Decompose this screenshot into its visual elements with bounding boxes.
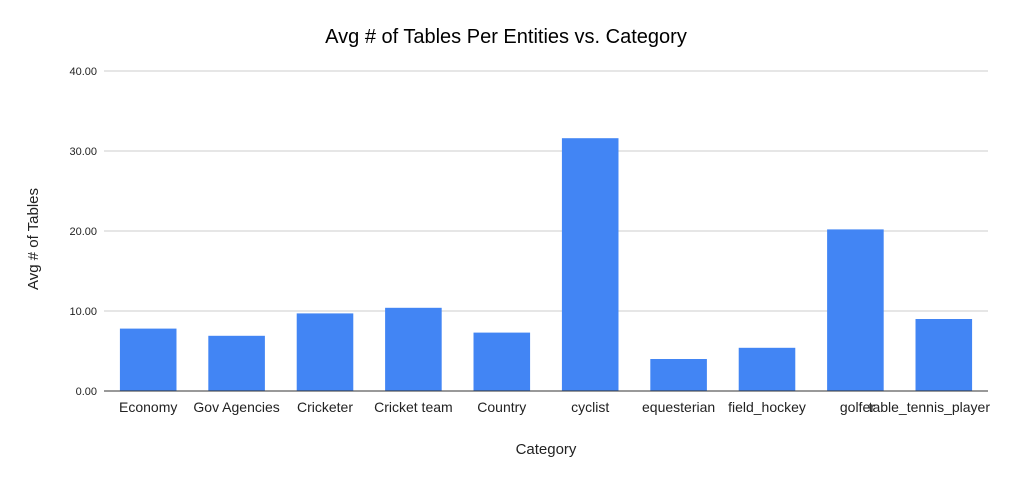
bar-field-hockey: [738, 347, 796, 391]
x-tick-label: Country: [477, 399, 526, 415]
bar-country: [473, 332, 531, 391]
y-tick-label: 10.00: [69, 306, 97, 318]
bar-cricketer: [296, 313, 354, 391]
bar-cyclist: [561, 138, 619, 391]
bar-golfer: [827, 229, 884, 391]
bar-table-tennis-player: [915, 319, 973, 391]
y-tick-label: 20.00: [69, 226, 97, 238]
y-tick-label: 40.00: [69, 66, 97, 78]
y-axis-ticks: 0.00 10.00 20.00 30.00 40.00: [69, 66, 97, 398]
bar-gov-agencies: [208, 335, 265, 391]
x-tick-label: Cricket team: [374, 399, 453, 415]
x-axis-ticks: Economy Gov Agencies Cricketer Cricket team…: [119, 399, 990, 415]
x-tick-label: Cricketer: [297, 399, 353, 415]
chart-title: Avg # of Tables Per Entities vs. Categor…: [325, 26, 687, 48]
y-tick-label: 30.00: [69, 146, 97, 158]
bar-economy: [119, 328, 177, 391]
x-tick-label: cyclist: [571, 399, 609, 415]
x-tick-label: golfer: [840, 399, 875, 415]
x-axis-title: Category: [516, 441, 577, 458]
x-tick-label: table_tennis_player: [869, 399, 991, 415]
x-tick-label: Gov Agencies: [193, 399, 279, 415]
x-tick-label: Economy: [119, 399, 177, 415]
bars: [119, 138, 973, 391]
bar-equesterian: [650, 359, 707, 391]
y-tick-label: 0.00: [76, 386, 97, 398]
bar-cricket-team: [385, 307, 442, 391]
x-tick-label: field_hockey: [728, 399, 806, 415]
x-tick-label: equesterian: [642, 399, 715, 415]
y-axis-title: Avg # of Tables: [25, 188, 42, 290]
